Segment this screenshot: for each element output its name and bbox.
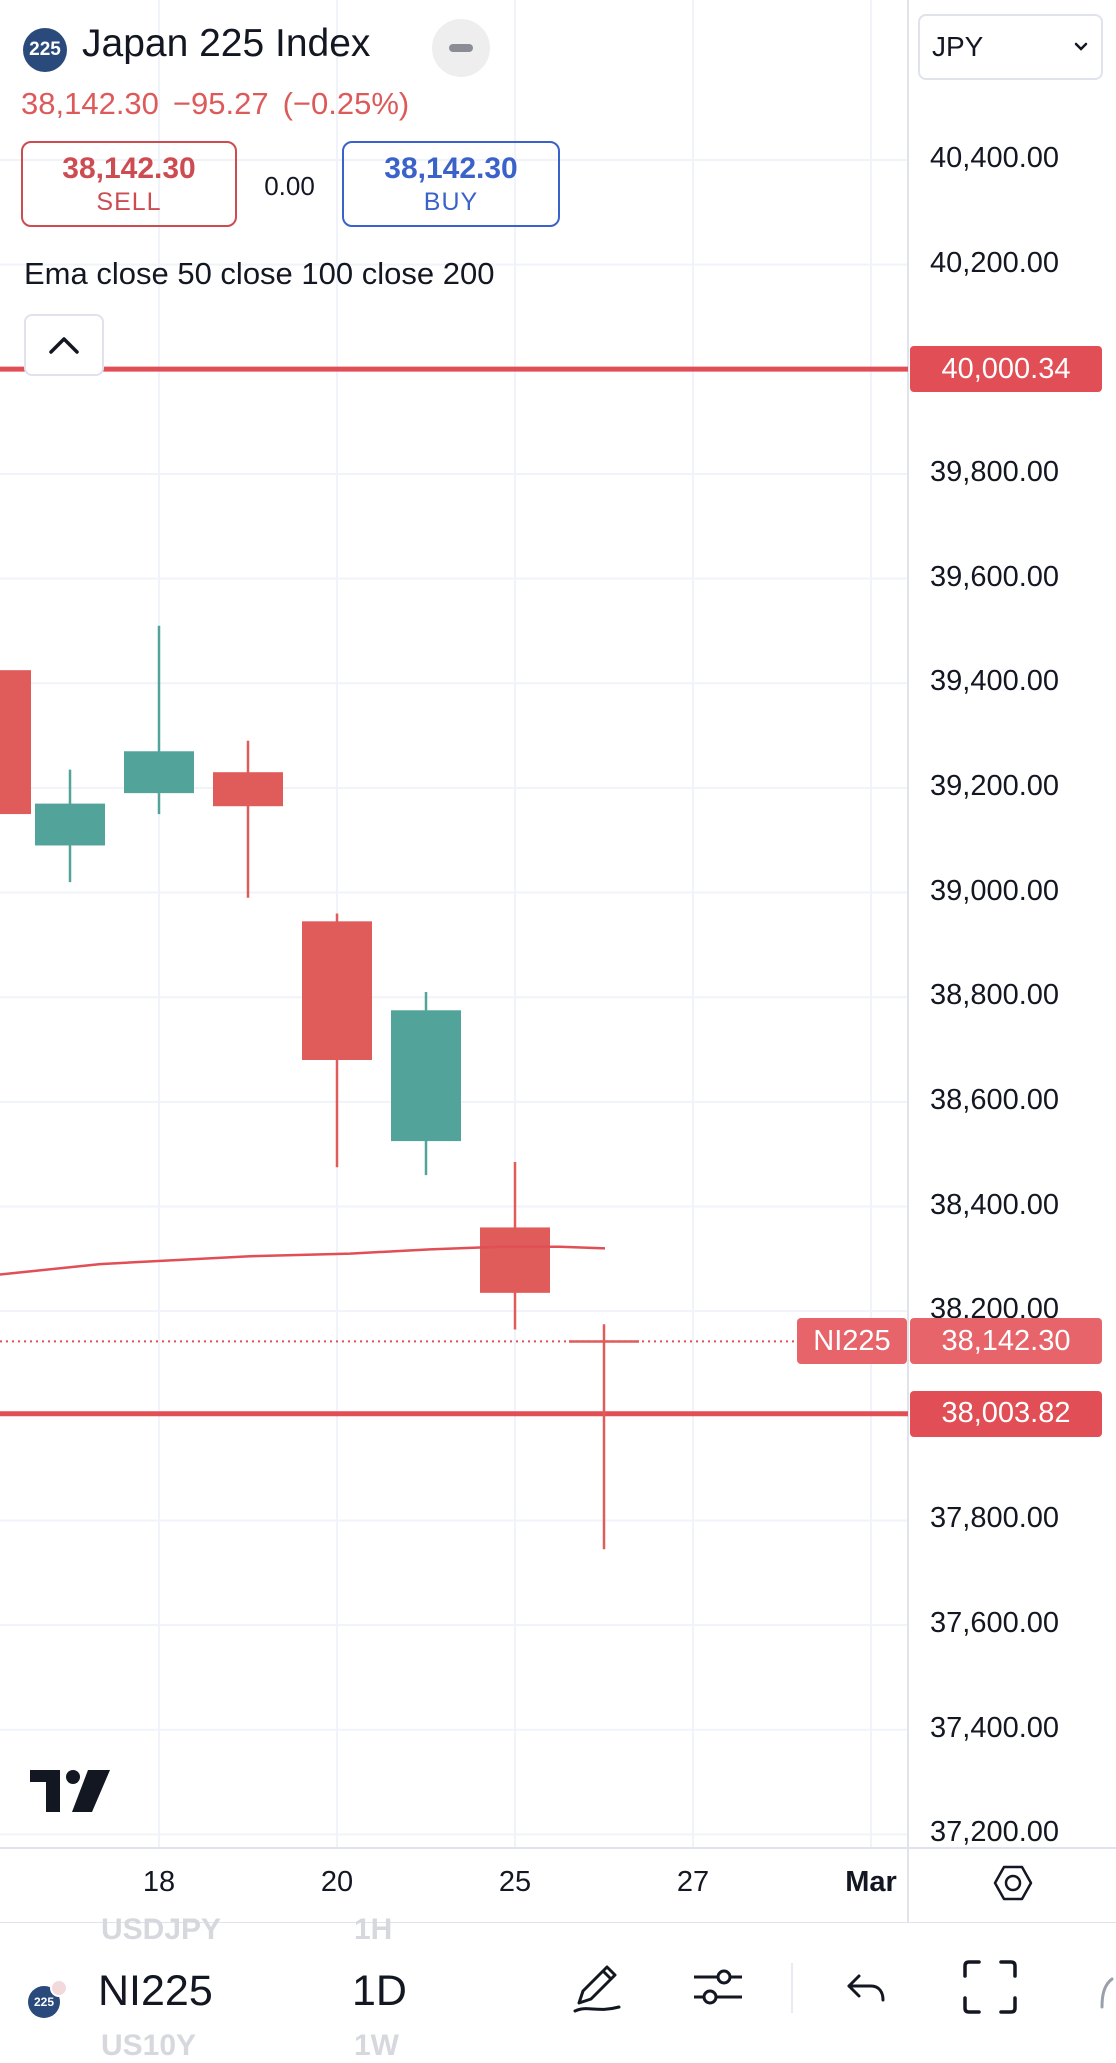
buy-button[interactable]: 38,142.30 BUY	[342, 141, 560, 227]
candle-body	[35, 803, 105, 846]
symbol-title[interactable]: Japan 225 Index	[82, 22, 371, 65]
price-axis-label: 40,200.00	[930, 246, 1060, 279]
symbol-picker[interactable]: NI225	[98, 1967, 213, 2015]
price-axis-label: 37,600.00	[930, 1607, 1060, 1640]
price-axis-label: 37,800.00	[930, 1502, 1060, 1535]
price-axis-label: 39,200.00	[930, 769, 1060, 802]
drawing-tool-button[interactable]	[565, 1955, 629, 2019]
price-axis-label: 39,600.00	[930, 560, 1060, 593]
ghost-symbol-bottom: US10Y	[101, 2029, 197, 2062]
price-summary: 38,142.30 −95.27 (−0.25%)	[21, 86, 423, 122]
undo-icon	[847, 1974, 885, 2002]
tradingview-logo-icon	[30, 1770, 110, 1812]
price-line-tag: 38,003.82	[910, 1390, 1102, 1437]
price-axis-label: 38,600.00	[930, 1083, 1060, 1116]
more-tools-partial-icon[interactable]	[1098, 1975, 1116, 2011]
settings-sliders-icon	[694, 1969, 742, 2005]
ghost-interval-bottom: 1W	[354, 2029, 399, 2062]
sell-label: SELL	[96, 188, 162, 216]
toolbar-divider	[791, 1963, 793, 2013]
price-line-tag: 40,000.34	[910, 346, 1102, 393]
time-axis-label: 18	[142, 1866, 176, 1898]
time-axis-label: 20	[320, 1866, 354, 1898]
sell-price: 38,142.30	[62, 152, 196, 185]
ghost-interval-top: 1H	[354, 1913, 393, 1946]
chevron-down-icon	[1074, 42, 1088, 51]
current-price-tag: 38,142.30	[910, 1318, 1102, 1365]
currency-select[interactable]: JPY	[918, 14, 1103, 80]
time-axis-label: 25	[498, 1866, 532, 1898]
price-axis-label: 38,800.00	[930, 979, 1060, 1012]
ema-line	[0, 1245, 606, 1276]
undo-button[interactable]	[834, 1955, 898, 2019]
price-change-percent: (−0.25%)	[282, 86, 410, 121]
indicators-button[interactable]	[686, 1955, 750, 2019]
time-axis-label: 27	[676, 1866, 710, 1898]
collapse-legend-button[interactable]	[432, 19, 490, 77]
ghost-symbol-top: USDJPY	[101, 1913, 222, 1946]
interval-picker[interactable]: 1D	[352, 1967, 407, 2015]
price-change: −95.27	[172, 86, 269, 121]
chevron-up-icon	[49, 337, 79, 354]
price-axis-label: 40,400.00	[930, 142, 1060, 174]
minus-icon	[449, 44, 473, 52]
candle-body	[213, 772, 283, 807]
price-axis-label: 37,400.00	[930, 1711, 1060, 1744]
last-price: 38,142.30	[21, 86, 159, 121]
price-axis-label: 37,200.00	[930, 1816, 1060, 1849]
buy-label: BUY	[423, 188, 479, 216]
chart-settings-icon[interactable]	[990, 1860, 1036, 1906]
currency-value: JPY	[932, 31, 984, 62]
candle-body	[0, 670, 31, 815]
chart-canvas[interactable]	[0, 0, 1116, 1922]
spread-value: 0.00	[264, 171, 315, 201]
flag-dot-icon	[50, 1979, 68, 1997]
price-axis-label: 39,000.00	[930, 874, 1060, 907]
price-axis-label: 39,400.00	[930, 665, 1060, 698]
pen-icon	[573, 1965, 621, 2013]
candle-body	[480, 1227, 550, 1293]
candle-body	[391, 1010, 461, 1142]
price-axis-label: 38,400.00	[930, 1188, 1060, 1221]
indicators-legend[interactable]: Ema close 50 close 100 close 200	[24, 256, 495, 291]
fullscreen-button[interactable]	[958, 1955, 1022, 2019]
fullscreen-icon	[963, 1960, 1017, 2014]
bottom-toolbar: USDJPY 1H US10Y 1W 225 NI225 1D	[0, 1913, 1116, 2062]
current-symbol-tag: NI225	[797, 1318, 907, 1365]
symbol-logo-badge: 225	[23, 28, 67, 72]
sell-button[interactable]: 38,142.30 SELL	[21, 141, 237, 227]
candle-body	[302, 921, 372, 1060]
toggle-legend-button[interactable]	[24, 314, 104, 376]
price-axis-label: 39,800.00	[930, 455, 1060, 488]
buy-price: 38,142.30	[384, 152, 518, 185]
candle-body	[124, 751, 194, 794]
time-axis-label: Mar	[845, 1866, 897, 1898]
